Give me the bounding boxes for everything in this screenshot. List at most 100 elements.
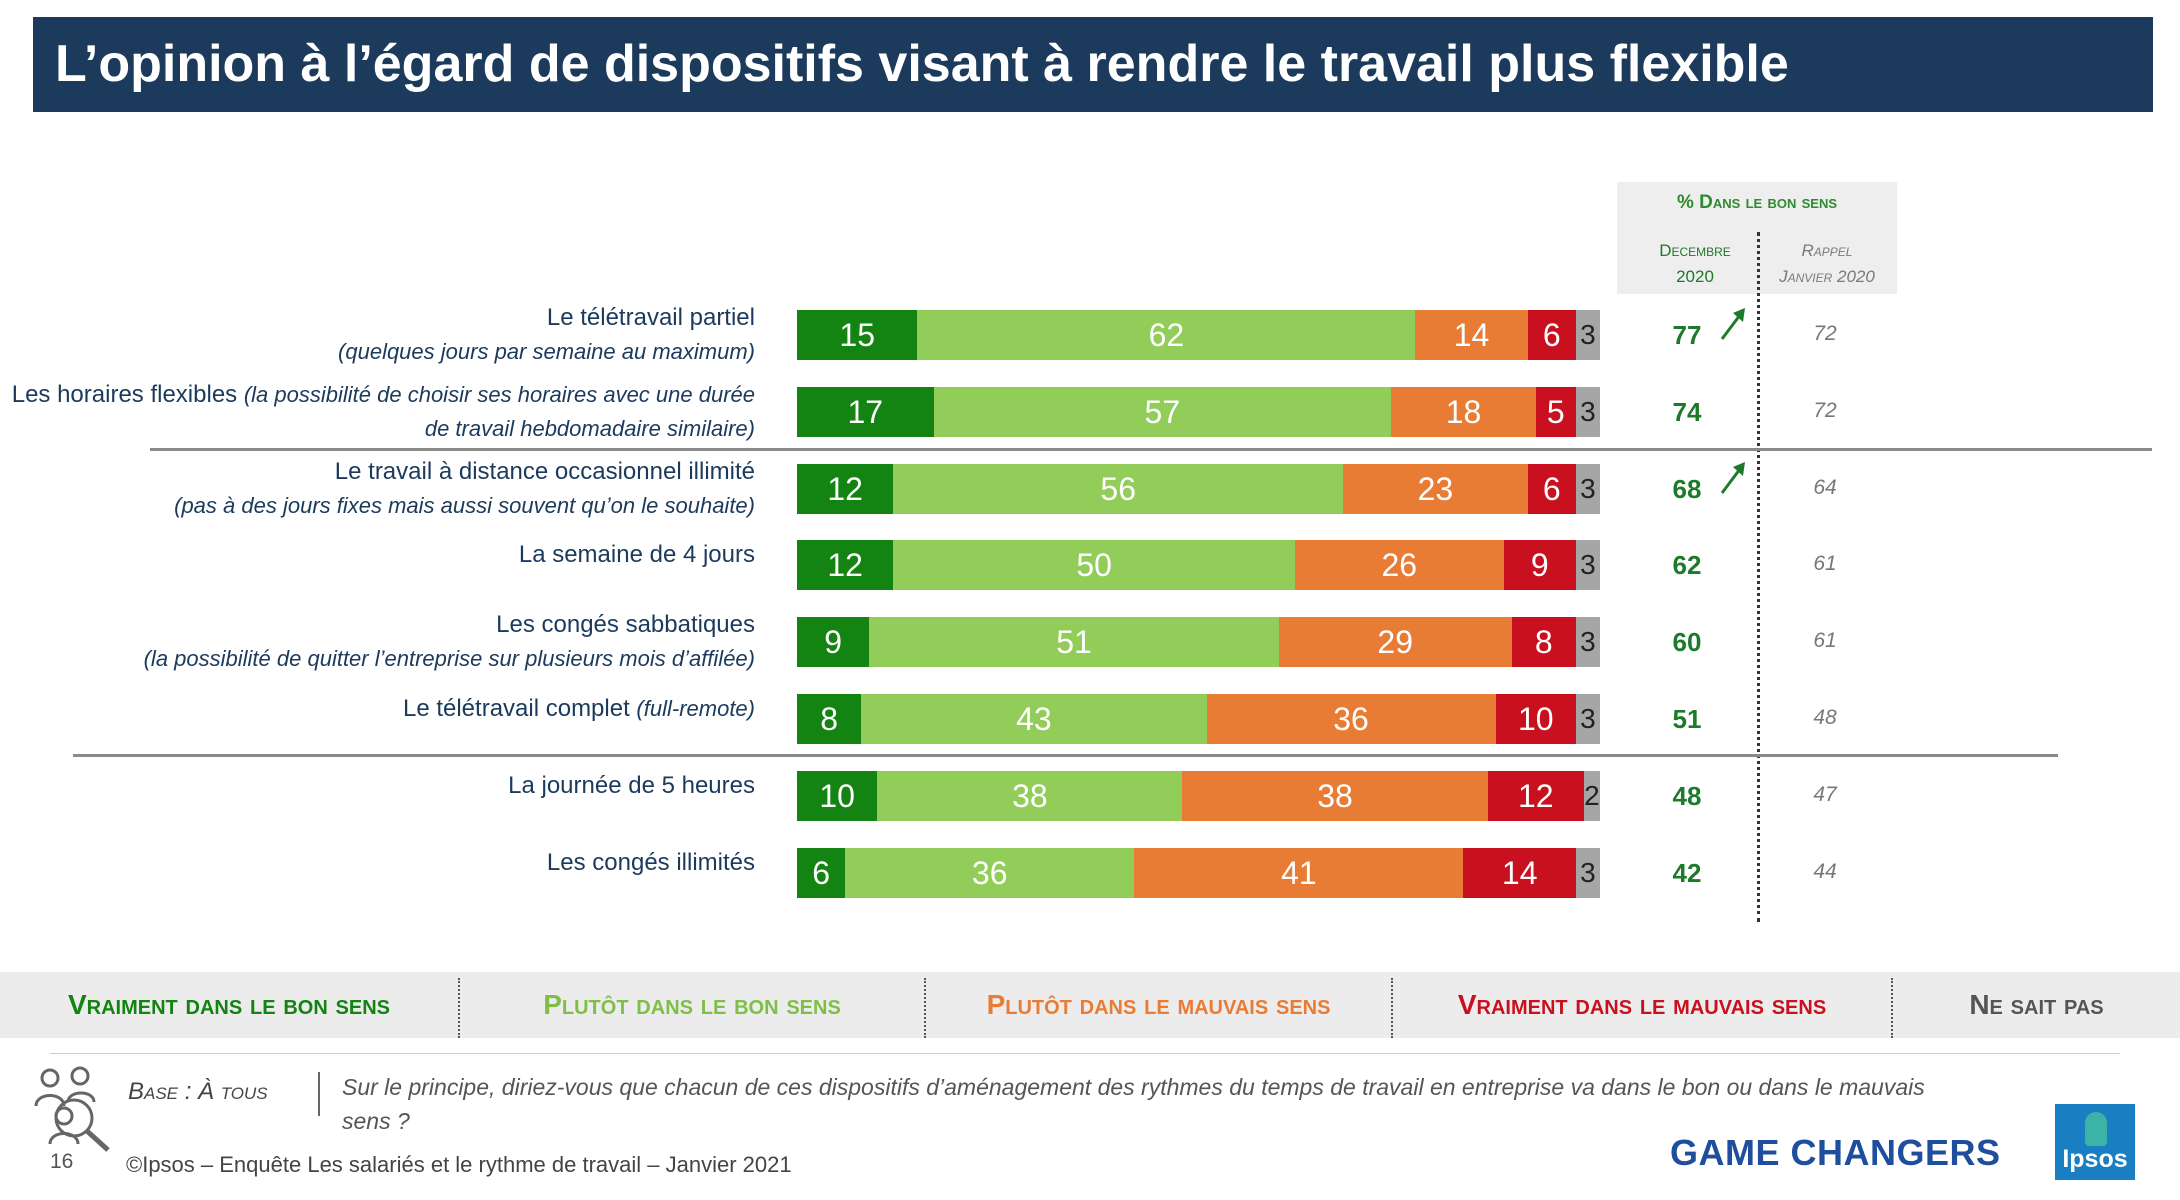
seg-very-bad: 8 xyxy=(1511,617,1576,668)
seg-rather-bad: 18 xyxy=(1391,386,1536,437)
seg-very-good: 12 xyxy=(797,463,894,514)
seg-very-good: 10 xyxy=(797,770,878,821)
seg-very-good: 15 xyxy=(797,310,918,360)
row-label-main: Les congés sabbatiques xyxy=(144,608,755,642)
seg-very-bad: 14 xyxy=(1463,847,1576,898)
kpi-header-current-year: 2020 xyxy=(1676,267,1714,286)
base-label: Base : À tous xyxy=(128,1078,268,1105)
good-sense-jan2020: 72 xyxy=(1813,398,1837,422)
good-sense-dec2020: 42 xyxy=(1672,857,1702,888)
seg-rather-good: 62 xyxy=(917,310,1416,360)
trend-up-arrow-icon xyxy=(1720,308,1745,340)
seg-rather-good: 51 xyxy=(869,617,1279,668)
seg-very-bad: 10 xyxy=(1495,694,1576,744)
good-sense-dec2020: 51 xyxy=(1672,704,1702,734)
seg-very-bad: 12 xyxy=(1487,770,1584,821)
row-label: Les congés sabbatiques (la possibilité de… xyxy=(144,608,755,676)
row-label: La semaine de 4 jours xyxy=(519,538,755,572)
seg-very-good: 9 xyxy=(797,617,870,668)
separator-line xyxy=(150,448,2152,451)
legend-divider xyxy=(1391,978,1393,1038)
kpi-header-current: Decembre 2020 xyxy=(1625,238,1765,290)
row-label-sub: (quelques jours par semaine au maximum) xyxy=(338,339,755,364)
seg-very-bad: 5 xyxy=(1535,386,1576,437)
seg-rather-bad: 26 xyxy=(1294,540,1504,591)
separator-line xyxy=(73,754,2058,757)
row-label-sub: de travail hebdomadaire similaire) xyxy=(424,415,755,441)
seg-rather-bad: 23 xyxy=(1343,463,1528,514)
good-sense-dec2020: 74 xyxy=(1672,396,1702,427)
legend-divider xyxy=(924,978,926,1038)
seg-very-good: 12 xyxy=(797,540,894,591)
seg-rather-bad: 41 xyxy=(1134,847,1464,898)
good-sense-dec2020: 60 xyxy=(1672,627,1702,658)
row-label-text: Le travail à distance occasionnel illimi… xyxy=(334,457,755,485)
seg-dont-know: 3 xyxy=(1575,463,1600,514)
legend-item-very-good: Vraiment dans le bon sens xyxy=(67,989,391,1020)
seg-very-good: 6 xyxy=(797,847,846,898)
seg-very-good: 8 xyxy=(797,694,862,744)
kpi-header-previous-line1: Rappel xyxy=(1801,241,1853,260)
kpi-header-previous-line2: Janvier 2020 xyxy=(1779,267,1875,286)
row-label: Le télétravail complet (full-remote) xyxy=(403,692,755,726)
game-changers-logo: GAME CHANGERS xyxy=(1670,1132,2001,1173)
good-sense-dec2020: 68 xyxy=(1672,473,1702,504)
row-label-main: Les horaires flexibles (la possibilité d… xyxy=(12,378,755,412)
seg-rather-bad: 38 xyxy=(1182,770,1488,821)
survey-question: Sur le principe, diriez-vous que chacun … xyxy=(342,1074,1925,1134)
seg-rather-bad: 29 xyxy=(1278,617,1512,668)
title-bar: L’opinion à l’égard de dispositifs visan… xyxy=(33,17,2153,112)
good-sense-dec2020: 62 xyxy=(1672,550,1702,581)
row-label-text: La semaine de 4 jours xyxy=(518,541,755,569)
seg-dont-know: 3 xyxy=(1575,540,1600,591)
ipsos-logo-mark xyxy=(2085,1112,2107,1146)
footer-divider xyxy=(50,1053,2120,1054)
good-sense-dec2020: 48 xyxy=(1672,780,1702,811)
seg-very-bad: 9 xyxy=(1503,540,1576,591)
row-label-main: La journée de 5 heures xyxy=(508,769,755,803)
good-sense-jan2020: 61 xyxy=(1813,629,1837,653)
row-label: Le travail à distance occasionnel illimi… xyxy=(174,455,755,523)
seg-very-bad: 6 xyxy=(1527,310,1576,360)
people-magnifier-icon xyxy=(34,1066,110,1152)
good-sense-jan2020: 48 xyxy=(1813,706,1837,729)
seg-rather-good: 43 xyxy=(861,694,1207,744)
seg-very-bad: 6 xyxy=(1527,463,1576,514)
seg-dont-know: 3 xyxy=(1575,847,1600,898)
seg-rather-good: 38 xyxy=(877,770,1183,821)
good-sense-jan2020: 72 xyxy=(1813,322,1837,345)
row-label-main: La semaine de 4 jours xyxy=(519,538,755,572)
legend-divider xyxy=(1891,978,1893,1038)
seg-dont-know: 2 xyxy=(1583,770,1600,821)
row-label-text: Les horaires flexibles xyxy=(11,380,238,408)
kpi-header-current-month: Decembre xyxy=(1659,241,1731,260)
row-label-text: Les congés illimités xyxy=(546,848,755,876)
kpi-header-title: % Dans le bon sens xyxy=(1676,192,1838,213)
row-label-text: Les congés sabbatiques xyxy=(496,611,755,639)
seg-rather-good: 57 xyxy=(933,386,1392,437)
good-sense-jan2020: 47 xyxy=(1813,782,1837,806)
seg-very-good: 17 xyxy=(797,386,934,437)
legend-item-rather-good: Plutôt dans le bon sens xyxy=(543,989,841,1020)
row-label-text: Le télétravail complet xyxy=(402,695,630,722)
legend-item-dont-know: Ne sait pas xyxy=(1969,989,2104,1020)
seg-rather-good: 56 xyxy=(893,463,1344,514)
row-label: Le télétravail partiel (quelques jours pa… xyxy=(338,301,755,369)
good-sense-jan2020: 44 xyxy=(1813,859,1837,883)
legend-item-rather-bad: Plutôt dans le mauvais sens xyxy=(986,989,1331,1020)
row-label-inline-sub: (la possibilité de choisir ses horaires … xyxy=(243,381,755,407)
row-label-sub: (la possibilité de quitter l’entreprise … xyxy=(143,646,755,672)
trend-up-arrow-icon xyxy=(1720,461,1745,494)
legend-divider xyxy=(458,978,460,1038)
row-label-inline-sub: (full-remote) xyxy=(636,696,755,721)
row-label-main: Les congés illimités xyxy=(547,846,755,880)
ipsos-logo: Ipsos xyxy=(2055,1104,2135,1180)
row-label: La journée de 5 heures xyxy=(508,769,755,803)
row-label: Les congés illimités xyxy=(547,846,755,880)
row-label: Les horaires flexibles (la possibilité d… xyxy=(12,378,755,446)
good-sense-jan2020: 64 xyxy=(1813,475,1837,499)
ipsos-logo-text: Ipsos xyxy=(2062,1145,2128,1173)
row-label-main: Le travail à distance occasionnel illimi… xyxy=(174,455,755,489)
good-sense-jan2020: 61 xyxy=(1813,552,1837,576)
legend: Vraiment dans le bon sens Plutôt dans le… xyxy=(0,972,2180,1038)
